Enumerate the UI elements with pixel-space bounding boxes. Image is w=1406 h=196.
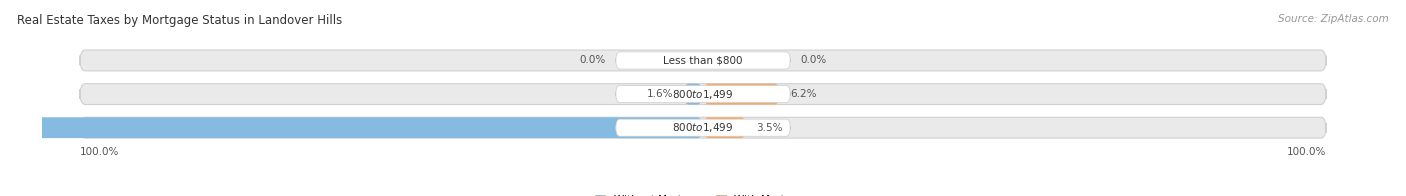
Text: 100.0%: 100.0% xyxy=(80,147,120,157)
Text: 0.0%: 0.0% xyxy=(579,55,606,65)
Text: 100.0%: 100.0% xyxy=(1286,147,1326,157)
FancyBboxPatch shape xyxy=(80,84,1326,104)
FancyBboxPatch shape xyxy=(703,84,780,104)
Text: $800 to $1,499: $800 to $1,499 xyxy=(672,88,734,101)
FancyBboxPatch shape xyxy=(616,52,790,69)
Text: 1.6%: 1.6% xyxy=(647,89,673,99)
Text: Source: ZipAtlas.com: Source: ZipAtlas.com xyxy=(1278,14,1389,24)
FancyBboxPatch shape xyxy=(80,117,1326,138)
Text: 3.5%: 3.5% xyxy=(756,123,783,133)
FancyBboxPatch shape xyxy=(703,117,747,138)
Text: 6.2%: 6.2% xyxy=(790,89,817,99)
Text: $800 to $1,499: $800 to $1,499 xyxy=(672,121,734,134)
FancyBboxPatch shape xyxy=(80,50,1326,71)
FancyBboxPatch shape xyxy=(683,84,703,104)
FancyBboxPatch shape xyxy=(616,119,790,136)
Text: Less than $800: Less than $800 xyxy=(664,55,742,65)
Text: Real Estate Taxes by Mortgage Status in Landover Hills: Real Estate Taxes by Mortgage Status in … xyxy=(17,14,342,27)
Legend: Without Mortgage, With Mortgage: Without Mortgage, With Mortgage xyxy=(591,191,815,196)
FancyBboxPatch shape xyxy=(0,117,703,138)
Text: 0.0%: 0.0% xyxy=(800,55,827,65)
FancyBboxPatch shape xyxy=(616,85,790,103)
